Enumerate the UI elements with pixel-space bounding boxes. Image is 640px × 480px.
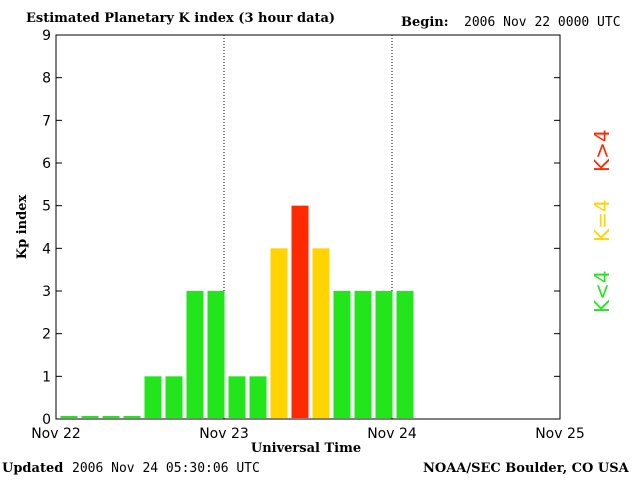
y-tick-label: 4: [42, 241, 51, 257]
begin-value: 2006 Nov 22 0000 UTC: [464, 15, 621, 30]
kp-bar: [102, 416, 120, 418]
x-tick-label: Nov 23: [199, 426, 249, 442]
kp-bar: [165, 376, 183, 418]
y-tick-label: 3: [42, 284, 51, 300]
kp-bar: [186, 291, 204, 418]
updated-label: Updated: [2, 461, 64, 476]
legend-equal: K=4: [590, 199, 614, 242]
kp-bar: [270, 248, 288, 418]
kp-bar: [396, 291, 414, 418]
legend-high: K>4: [590, 129, 614, 172]
kp-bar: [60, 416, 78, 418]
chart-title: Estimated Planetary K index (3 hour data…: [26, 11, 336, 26]
y-tick-label: 8: [42, 71, 51, 87]
kp-bar: [144, 376, 162, 418]
kp-bar: [291, 205, 309, 418]
updated-value: 2006 Nov 24 05:30:06 UTC: [72, 461, 260, 476]
kp-bar: [312, 248, 330, 418]
y-tick-label: 7: [42, 113, 51, 129]
kp-bar: [123, 416, 141, 418]
kp-bar: [333, 291, 351, 418]
kp-bar: [375, 291, 393, 418]
begin-label: Begin:: [401, 15, 449, 30]
y-tick-label: 9: [42, 28, 51, 44]
y-tick-label: 0: [42, 412, 51, 428]
y-tick-label: 5: [42, 199, 51, 215]
x-tick-label: Nov 24: [367, 426, 417, 442]
kp-bar: [207, 291, 225, 418]
y-tick-label: 1: [42, 369, 51, 385]
x-axis-label: Universal Time: [251, 441, 361, 456]
kp-bar: [81, 416, 99, 418]
x-tick-label: Nov 22: [31, 426, 81, 442]
source-credit: NOAA/SEC Boulder, CO USA: [423, 461, 629, 476]
plot-frame: [55, 34, 561, 420]
y-axis-label: Kp index: [15, 195, 30, 260]
kp-bar: [249, 376, 267, 418]
kp-bar: [354, 291, 372, 418]
legend-low: K<4: [590, 270, 614, 313]
y-tick-label: 6: [42, 156, 51, 172]
kp-bar: [228, 376, 246, 418]
x-tick-label: Nov 25: [535, 426, 585, 442]
y-tick-label: 2: [42, 327, 51, 343]
